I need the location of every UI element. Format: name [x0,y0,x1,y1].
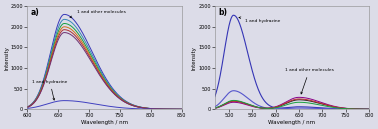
Y-axis label: Intensity: Intensity [192,46,197,70]
X-axis label: Wavelength / nm: Wavelength / nm [81,120,128,125]
Text: 1 and other molecules: 1 and other molecules [285,68,334,94]
Text: b): b) [218,8,227,17]
Text: 1 and other molecules: 1 and other molecules [70,10,125,18]
Text: 1 and hydrazine: 1 and hydrazine [239,17,280,23]
Text: a): a) [30,8,39,17]
Y-axis label: Intensity: Intensity [4,46,9,70]
X-axis label: Wavelength / nm: Wavelength / nm [268,120,316,125]
Text: 1 and hydrazine: 1 and hydrazine [32,80,68,100]
